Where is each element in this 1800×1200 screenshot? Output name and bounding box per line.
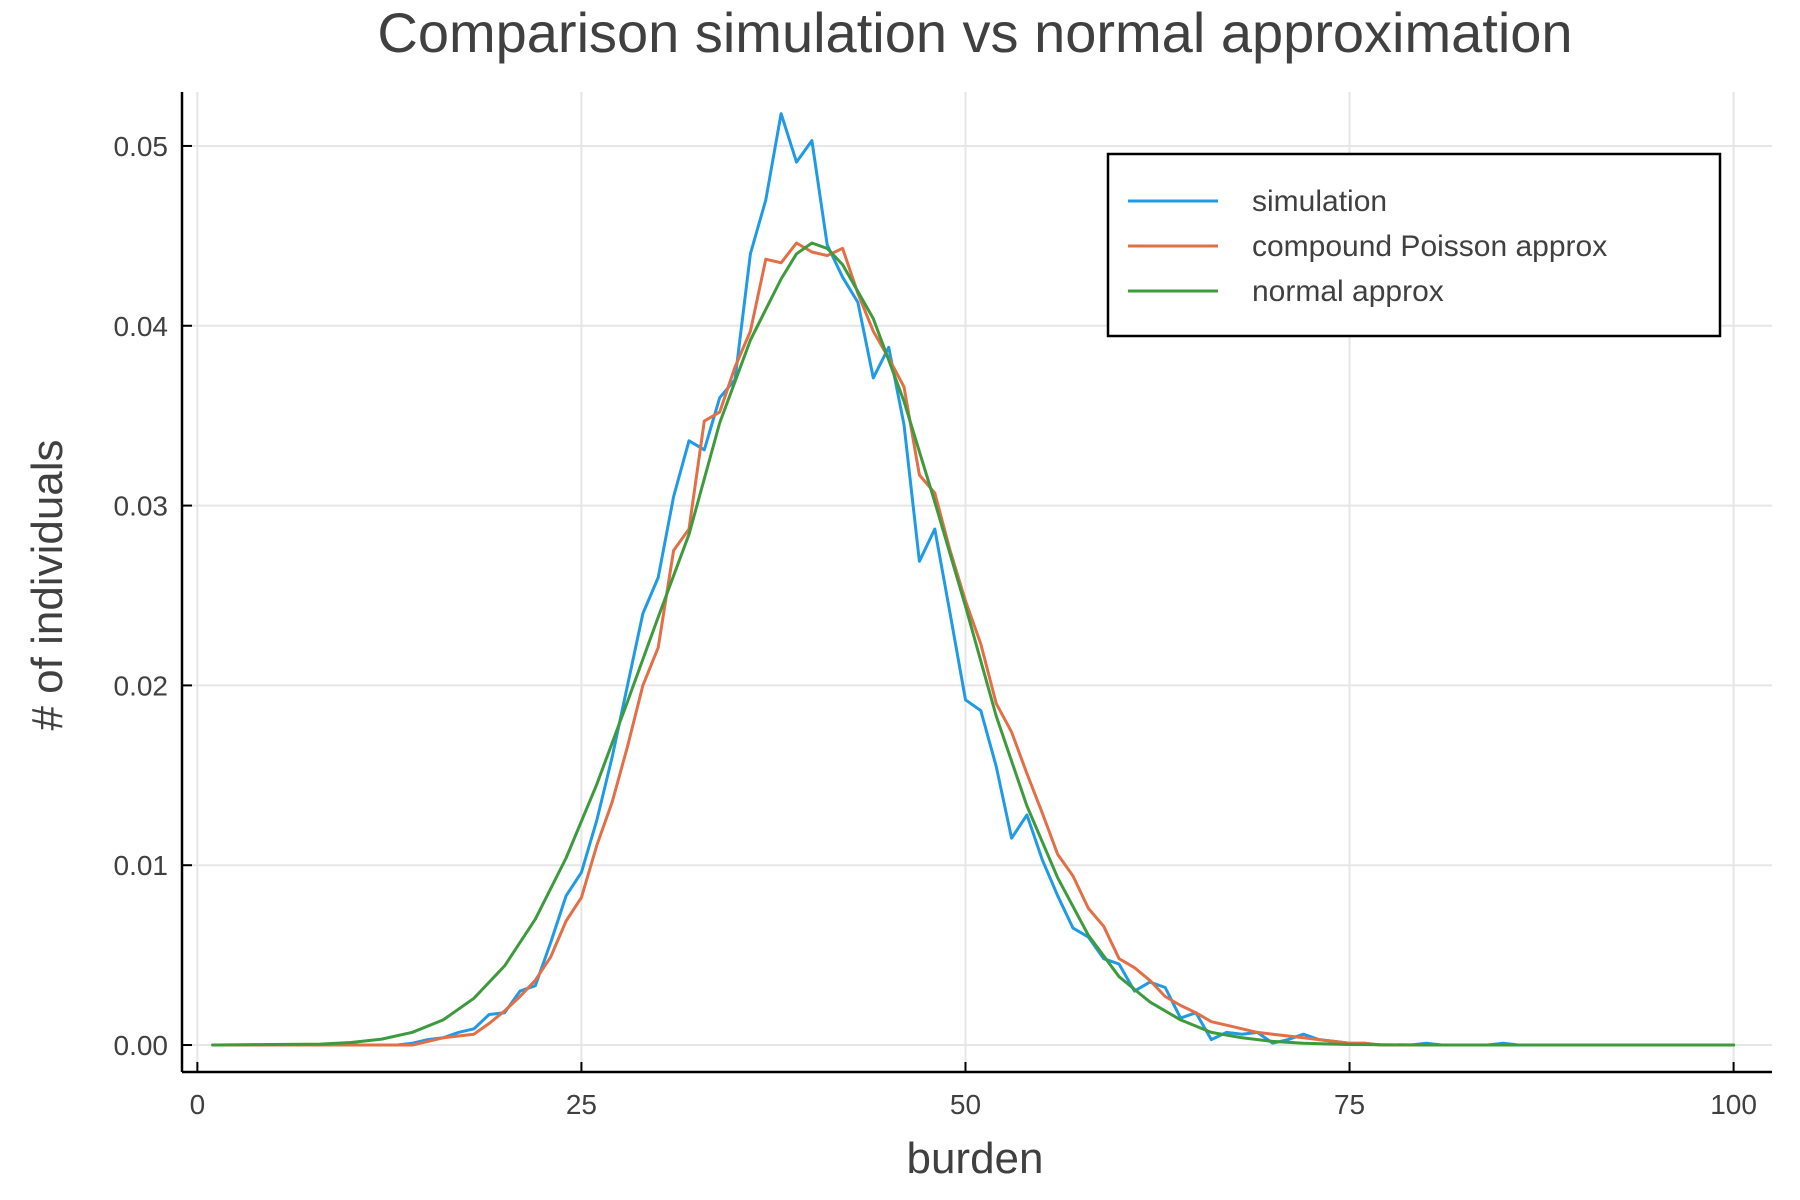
y-tick-label: 0.05 [114, 131, 169, 162]
series-line-2 [211, 241, 1736, 1047]
y-tick-label: 0.02 [114, 670, 169, 701]
x-tick-label: 25 [566, 1089, 597, 1120]
y-tick-label: 0.04 [114, 311, 169, 342]
y-axis-label: # of individuals [23, 439, 72, 730]
x-tick-label: 100 [1710, 1089, 1757, 1120]
chart-title: Comparison simulation vs normal approxim… [377, 1, 1572, 64]
y-tick-label: 0.03 [114, 491, 169, 522]
x-axis-label: burden [906, 1134, 1043, 1183]
legend: simulation compound Poisson approx normal … [1106, 152, 1722, 338]
x-tick-label: 0 [190, 1089, 206, 1120]
x-tick-label: 50 [950, 1089, 981, 1120]
legend-label: normal approx [1252, 275, 1444, 308]
tick-labels: 0 25 50 75 100 0.00 0.01 0.02 0.03 0.04 0.05 [114, 131, 1757, 1120]
legend-label: compound Poisson approx [1252, 230, 1607, 263]
axes [180, 92, 1772, 1074]
y-tick-label: 0.01 [114, 850, 169, 881]
series-layer [211, 112, 1736, 1047]
series-line-1 [211, 241, 1736, 1047]
legend-label: simulation [1252, 185, 1387, 218]
x-tick-label: 75 [1334, 1089, 1365, 1120]
y-tick-label: 0.00 [114, 1030, 169, 1061]
